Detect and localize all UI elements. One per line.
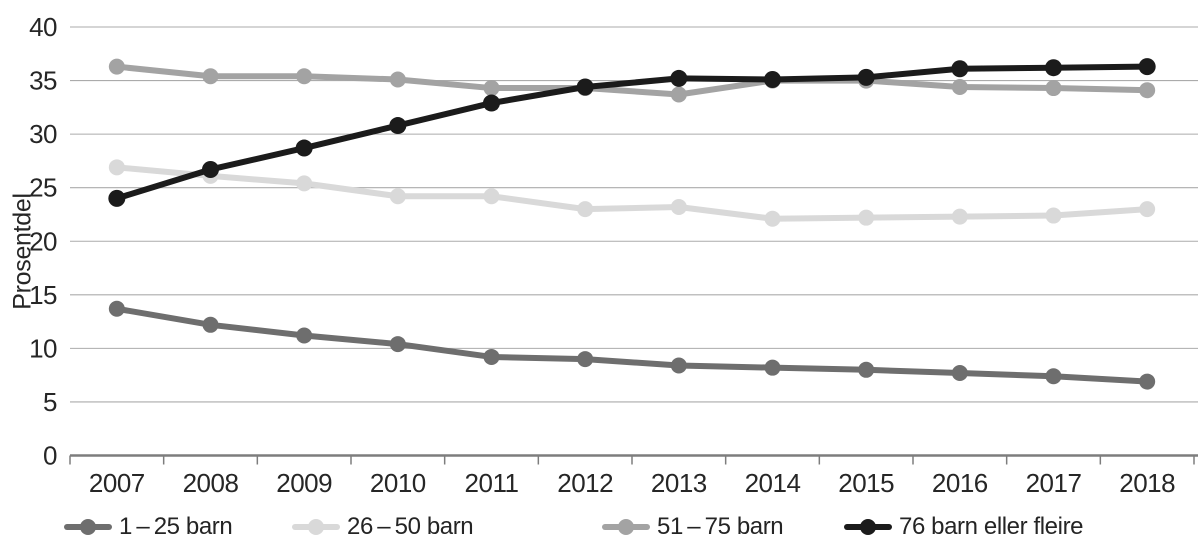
series-76-barn-eller-fleire-point-2017 bbox=[1045, 59, 1062, 77]
y-tick-label: 5 bbox=[43, 387, 57, 417]
series-51-75-barn-point-2009 bbox=[296, 68, 313, 85]
plot-area: 0 5 10 15 20 25 30 35 40 2007 2008 2009 2010 2011 2012… bbox=[29, 12, 1198, 498]
x-tick-label: 2015 bbox=[838, 468, 894, 498]
series-26-50-barn-point-2009 bbox=[296, 175, 313, 192]
series-76-barn-eller-fleire-line bbox=[113, 63, 1151, 202]
x-tick-label: 2008 bbox=[183, 468, 239, 498]
series-1-25-barn-point-2017 bbox=[1045, 368, 1062, 385]
legend-swatch-dot-icon bbox=[308, 519, 324, 535]
series-51-75-barn-point-2008 bbox=[202, 68, 219, 85]
series-76-barn-eller-fleire-point-2008 bbox=[202, 160, 219, 178]
series-1-25-barn-point-2007 bbox=[108, 300, 125, 317]
y-tick-label: 25 bbox=[29, 173, 57, 203]
series-1-25-barn-point-2009 bbox=[296, 327, 313, 344]
legend-item-26-50-barn: 26 – 50 barn bbox=[292, 512, 474, 542]
series-76-barn-eller-fleire-point-2014 bbox=[764, 70, 781, 88]
series-26-50-barn-point-2015 bbox=[858, 209, 875, 226]
series-76-barn-eller-fleire-point-2007 bbox=[108, 189, 126, 207]
series-1-25-barn-point-2008 bbox=[202, 316, 219, 333]
y-tick-label: 40 bbox=[29, 12, 57, 42]
x-tick-label: 2014 bbox=[745, 468, 801, 498]
series-26-50-barn-point-2013 bbox=[670, 198, 687, 215]
series-51-75-barn-line bbox=[113, 63, 1151, 98]
x-tick-label: 2010 bbox=[370, 468, 426, 498]
series-1-25-barn-point-2018 bbox=[1139, 373, 1156, 390]
y-tick-label: 20 bbox=[29, 226, 57, 256]
series-1-25-barn-point-2010 bbox=[389, 336, 406, 353]
series-1-25-barn-point-2012 bbox=[577, 351, 594, 368]
series-76-barn-eller-fleire-point-2015 bbox=[857, 68, 875, 86]
series-76-barn-eller-fleire-point-2012 bbox=[576, 78, 594, 96]
series-76-barn-eller-fleire-point-2009 bbox=[295, 139, 313, 157]
legend-label: 51 – 75 barn bbox=[657, 513, 784, 540]
series-26-50-barn-point-2011 bbox=[483, 188, 500, 205]
x-tick-label: 2009 bbox=[276, 468, 332, 498]
series-26-50-barn-point-2018 bbox=[1139, 201, 1156, 218]
series-76-barn-eller-fleire-point-2016 bbox=[951, 60, 969, 78]
legend-item-76-barn-eller-fleire: 76 barn eller fleire bbox=[844, 512, 1084, 542]
series-51-75-barn-point-2017 bbox=[1045, 80, 1062, 97]
series-1-25-barn-line bbox=[113, 305, 1151, 385]
series-51-75-barn-point-2013 bbox=[670, 86, 687, 103]
legend-label: 26 – 50 barn bbox=[347, 513, 474, 540]
legend-item-1-25-barn: 1 – 25 barn bbox=[64, 512, 233, 542]
legend-swatch-line-icon bbox=[844, 519, 892, 535]
series-26-50-barn-point-2014 bbox=[764, 210, 781, 227]
legend-swatch-line-icon bbox=[292, 519, 340, 535]
series-51-75-barn-point-2018 bbox=[1139, 82, 1156, 99]
legend-swatch-line-icon bbox=[64, 519, 112, 535]
series-26-50-barn-point-2010 bbox=[389, 188, 406, 205]
series-26-50-barn-point-2007 bbox=[108, 159, 125, 176]
y-tick-label: 35 bbox=[29, 66, 57, 96]
x-tick-label: 2013 bbox=[651, 468, 707, 498]
series-26-50-barn-point-2012 bbox=[577, 201, 594, 218]
legend-swatch-dot-icon bbox=[80, 519, 96, 535]
x-tick-label: 2017 bbox=[1026, 468, 1082, 498]
series-76-barn-eller-fleire-point-2018 bbox=[1138, 58, 1156, 76]
legend-swatch-line-icon bbox=[602, 519, 650, 535]
legend-item-51-75-barn: 51 – 75 barn bbox=[602, 512, 784, 542]
legend-label: 76 barn eller fleire bbox=[899, 513, 1084, 540]
series-51-75-barn-point-2016 bbox=[951, 78, 968, 95]
series-76-barn-eller-fleire-point-2013 bbox=[670, 69, 688, 87]
legend: 1 – 25 barn 26 – 50 barn 51 – 75 barn 76… bbox=[0, 512, 1200, 542]
series-51-75-barn-point-2010 bbox=[389, 71, 406, 88]
series-1-25-barn-point-2014 bbox=[764, 359, 781, 376]
x-tick-label: 2007 bbox=[89, 468, 145, 498]
series-51-75-barn-point-2007 bbox=[108, 58, 125, 75]
series-1-25-barn-point-2015 bbox=[858, 361, 875, 378]
y-tick-label: 30 bbox=[29, 119, 57, 149]
series-1-25-barn-point-2016 bbox=[951, 365, 968, 382]
y-tick-label: 0 bbox=[43, 441, 57, 471]
legend-swatch-dot-icon bbox=[860, 519, 876, 535]
series-26-50-barn-point-2016 bbox=[951, 208, 968, 225]
series-26-50-barn-line bbox=[113, 164, 1151, 222]
x-tick-label: 2016 bbox=[932, 468, 988, 498]
series-51-75-barn-point-2011 bbox=[483, 80, 500, 97]
y-tick-label: 15 bbox=[29, 280, 57, 310]
series-1-25-barn-point-2013 bbox=[670, 357, 687, 374]
legend-swatch-dot-icon bbox=[618, 519, 634, 535]
series-1-25-barn-point-2011 bbox=[483, 348, 500, 365]
series-26-50-barn-point-2017 bbox=[1045, 207, 1062, 224]
y-axis-title: Prosentdel bbox=[8, 193, 37, 310]
series-76-barn-eller-fleire-point-2010 bbox=[389, 117, 407, 135]
legend-label: 1 – 25 barn bbox=[119, 513, 233, 540]
x-tick-label: 2018 bbox=[1119, 468, 1175, 498]
x-tick-label: 2012 bbox=[557, 468, 613, 498]
x-tick-label: 2011 bbox=[465, 468, 519, 498]
y-tick-label: 10 bbox=[29, 333, 57, 363]
series-76-barn-eller-fleire-point-2011 bbox=[483, 94, 500, 112]
